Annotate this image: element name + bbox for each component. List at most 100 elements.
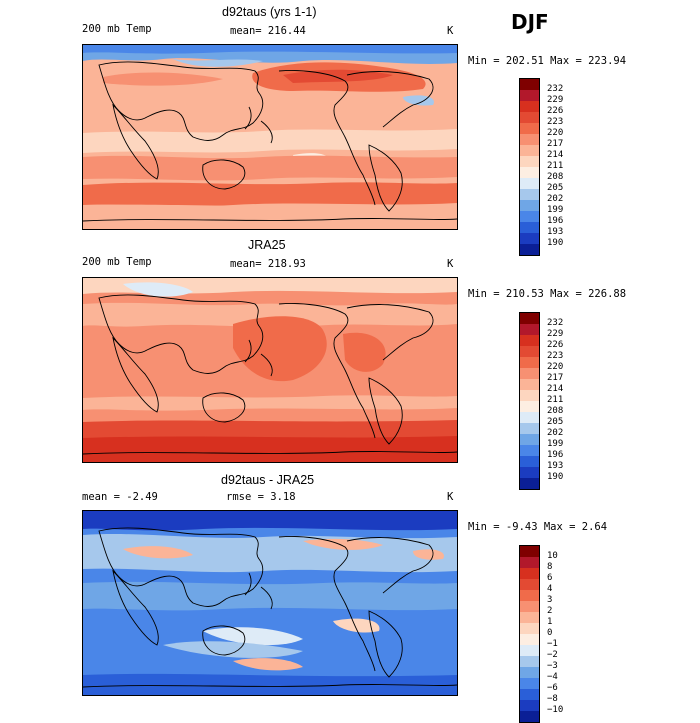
colorbar-tick-label: 220 bbox=[547, 362, 564, 372]
panel1-minmax-label: Min = 202.51 Max = 223.94 bbox=[468, 55, 627, 67]
colorbar-tick-label: 196 bbox=[547, 450, 564, 460]
colorbar-tick-label: 193 bbox=[547, 227, 564, 237]
colorbar-tick-label: 10 bbox=[547, 551, 558, 561]
colorbar-swatch bbox=[520, 478, 539, 489]
colorbar-tick-label: −2 bbox=[547, 650, 558, 660]
colorbar-tick-label: 223 bbox=[547, 117, 564, 127]
colorbar-swatch bbox=[520, 90, 539, 101]
colorbar-tick-label: 217 bbox=[547, 373, 564, 383]
panel3-mean-label: mean = -2.49 bbox=[82, 491, 158, 503]
panel2-colorbar bbox=[519, 312, 540, 490]
colorbar-swatch bbox=[520, 634, 539, 645]
colorbar-swatch bbox=[520, 390, 539, 401]
colorbar-swatch bbox=[520, 101, 539, 112]
season-label: DJF bbox=[511, 10, 549, 34]
colorbar-swatch bbox=[520, 689, 539, 700]
panel3-map bbox=[82, 510, 458, 696]
colorbar-tick-label: 214 bbox=[547, 384, 564, 394]
panel2-colorbar-labels: 232 229 226 223 220 217 214 211 208 205 … bbox=[547, 318, 564, 488]
colorbar-swatch bbox=[520, 546, 539, 557]
colorbar-swatch bbox=[520, 423, 539, 434]
colorbar-tick-label: 232 bbox=[547, 318, 564, 328]
colorbar-swatch bbox=[520, 412, 539, 423]
colorbar-swatch bbox=[520, 145, 539, 156]
colorbar-swatch bbox=[520, 678, 539, 689]
colorbar-swatch bbox=[520, 134, 539, 145]
colorbar-tick-label: 205 bbox=[547, 417, 564, 427]
colorbar-tick-label: 226 bbox=[547, 340, 564, 350]
colorbar-tick-label: 8 bbox=[547, 562, 553, 572]
colorbar-swatch bbox=[520, 346, 539, 357]
panel2-mean-label: mean= 218.93 bbox=[230, 258, 306, 270]
colorbar-tick-label: 208 bbox=[547, 172, 564, 182]
panel3-colorbar bbox=[519, 545, 540, 723]
colorbar-swatch bbox=[520, 368, 539, 379]
colorbar-swatch bbox=[520, 112, 539, 123]
colorbar-swatch bbox=[520, 335, 539, 346]
panel3-minmax-label: Min = -9.43 Max = 2.64 bbox=[468, 521, 608, 533]
colorbar-swatch bbox=[520, 590, 539, 601]
colorbar-swatch bbox=[520, 357, 539, 368]
colorbar-swatch bbox=[520, 233, 539, 244]
colorbar-tick-label: 6 bbox=[547, 573, 553, 583]
colorbar-swatch bbox=[520, 324, 539, 335]
colorbar-tick-label: 214 bbox=[547, 150, 564, 160]
colorbar-swatch bbox=[520, 434, 539, 445]
colorbar-swatch bbox=[520, 313, 539, 324]
colorbar-swatch bbox=[520, 557, 539, 568]
colorbar-swatch bbox=[520, 211, 539, 222]
panel3-rmse-label: rmse = 3.18 bbox=[226, 491, 296, 503]
panel2-units-label: K bbox=[447, 258, 454, 270]
panel2-minmax-label: Min = 210.53 Max = 226.88 bbox=[468, 288, 627, 300]
panel1-colorbar-labels: 232 229 226 223 220 217 214 211 208 205 … bbox=[547, 84, 564, 254]
colorbar-swatch bbox=[520, 656, 539, 667]
colorbar-swatch bbox=[520, 601, 539, 612]
colorbar-swatch bbox=[520, 612, 539, 623]
colorbar-tick-label: 199 bbox=[547, 205, 564, 215]
colorbar-tick-label: 2 bbox=[547, 606, 553, 616]
colorbar-tick-label: 208 bbox=[547, 406, 564, 416]
colorbar-tick-label: 0 bbox=[547, 628, 553, 638]
colorbar-swatch bbox=[520, 568, 539, 579]
colorbar-swatch bbox=[520, 79, 539, 90]
colorbar-swatch bbox=[520, 467, 539, 478]
colorbar-swatch bbox=[520, 700, 539, 711]
panel3-title: d92taus - JRA25 bbox=[221, 473, 315, 487]
colorbar-swatch bbox=[520, 156, 539, 167]
colorbar-swatch bbox=[520, 167, 539, 178]
colorbar-swatch bbox=[520, 667, 539, 678]
panel1-colorbar bbox=[519, 78, 540, 256]
colorbar-tick-label: 229 bbox=[547, 95, 564, 105]
colorbar-tick-label: 4 bbox=[547, 584, 553, 594]
panel1-map bbox=[82, 44, 458, 230]
panel2-map bbox=[82, 277, 458, 463]
panel2-variable-label: 200 mb Temp bbox=[82, 256, 152, 268]
colorbar-swatch bbox=[520, 623, 539, 634]
colorbar-swatch bbox=[520, 579, 539, 590]
colorbar-tick-label: 226 bbox=[547, 106, 564, 116]
colorbar-swatch bbox=[520, 711, 539, 722]
colorbar-swatch bbox=[520, 645, 539, 656]
colorbar-swatch bbox=[520, 456, 539, 467]
colorbar-swatch bbox=[520, 189, 539, 200]
colorbar-tick-label: 193 bbox=[547, 461, 564, 471]
colorbar-tick-label: −8 bbox=[547, 694, 558, 704]
colorbar-tick-label: 1 bbox=[547, 617, 553, 627]
colorbar-tick-label: 211 bbox=[547, 395, 564, 405]
colorbar-swatch bbox=[520, 244, 539, 255]
colorbar-tick-label: 229 bbox=[547, 329, 564, 339]
colorbar-swatch bbox=[520, 222, 539, 233]
colorbar-swatch bbox=[520, 178, 539, 189]
colorbar-swatch bbox=[520, 401, 539, 412]
colorbar-tick-label: −10 bbox=[547, 705, 564, 715]
colorbar-tick-label: 223 bbox=[547, 351, 564, 361]
colorbar-tick-label: 199 bbox=[547, 439, 564, 449]
colorbar-tick-label: 202 bbox=[547, 194, 564, 204]
colorbar-tick-label: 190 bbox=[547, 238, 564, 248]
panel1-mean-label: mean= 216.44 bbox=[230, 25, 306, 37]
colorbar-tick-label: −1 bbox=[547, 639, 558, 649]
panel3-units-label: K bbox=[447, 491, 454, 503]
colorbar-tick-label: −6 bbox=[547, 683, 558, 693]
colorbar-tick-label: 190 bbox=[547, 472, 564, 482]
panel1-variable-label: 200 mb Temp bbox=[82, 23, 152, 35]
